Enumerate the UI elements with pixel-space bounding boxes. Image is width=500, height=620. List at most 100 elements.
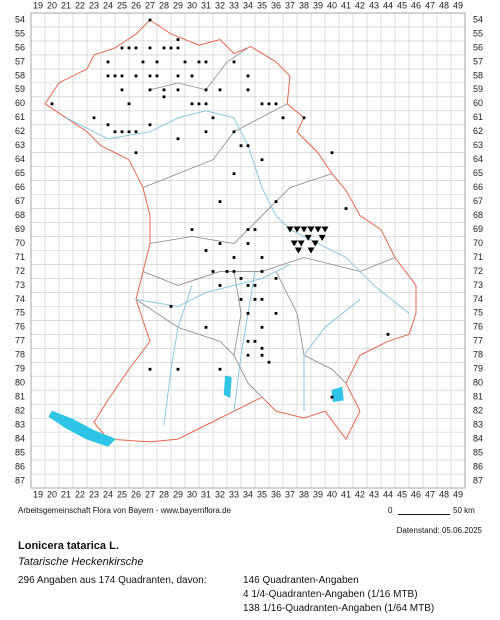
column-label: 23 [89, 489, 99, 499]
occurrence [239, 277, 243, 280]
row-label: 79 [15, 364, 25, 374]
row-label: 63 [15, 140, 25, 150]
stats-line: 146 Quadranten-Angaben [243, 575, 359, 586]
row-label: 76 [473, 322, 483, 332]
occurrence [120, 74, 124, 78]
occurrence [246, 339, 250, 343]
column-label: 47 [425, 489, 435, 499]
column-label: 20 [47, 0, 57, 10]
occurrence [169, 304, 173, 308]
row-label: 77 [15, 336, 25, 346]
lake [48, 410, 116, 447]
occurrence [127, 102, 131, 106]
column-label: 33 [229, 0, 239, 10]
column-label: 46 [411, 489, 421, 499]
column-label: 25 [117, 0, 127, 10]
row-label: 55 [473, 28, 483, 38]
occurrence [141, 60, 145, 64]
occurrence [183, 60, 187, 64]
occurrence [148, 46, 152, 50]
row-label: 57 [15, 56, 25, 66]
occurrence [204, 60, 208, 64]
occurrence-quarter [297, 240, 305, 247]
row-label: 61 [15, 112, 25, 122]
column-label: 39 [313, 489, 323, 499]
row-label: 78 [473, 350, 483, 360]
column-label: 45 [397, 489, 407, 499]
row-label: 73 [15, 280, 25, 290]
row-label: 81 [473, 392, 483, 402]
occurrence [169, 46, 173, 50]
occurrence [211, 270, 215, 273]
occurrence [330, 395, 334, 399]
row-label: 87 [15, 475, 25, 485]
column-label: 35 [257, 489, 267, 499]
row-label: 75 [15, 308, 25, 318]
occurrence [134, 74, 138, 78]
row-label: 74 [473, 294, 483, 304]
row-label: 84 [15, 433, 25, 443]
occurrence [274, 277, 278, 280]
occurrence-quarter [307, 226, 315, 233]
occurrence [274, 311, 278, 315]
column-label: 32 [215, 489, 225, 499]
column-label: 30 [187, 489, 197, 499]
column-label: 29 [173, 489, 183, 499]
row-label: 56 [473, 42, 483, 52]
occurrence [162, 46, 166, 50]
occurrence [127, 46, 131, 50]
occurrence-quarter [293, 226, 301, 233]
column-label: 48 [439, 489, 449, 499]
stats-line: 138 1/16-Quadranten-Angaben (1/64 MTB) [243, 603, 435, 614]
row-label: 70 [473, 238, 483, 248]
occurrence [162, 88, 166, 92]
occurrence [239, 144, 243, 148]
occurrence [260, 158, 264, 162]
scale-start: 0 [388, 506, 393, 515]
occurrence [190, 102, 194, 106]
row-label: 69 [15, 224, 25, 234]
scale-bar [398, 514, 450, 515]
column-label: 27 [145, 0, 155, 10]
lake [331, 386, 344, 402]
occurrence [113, 74, 117, 78]
row-label: 80 [473, 378, 483, 388]
column-label: 46 [411, 0, 421, 10]
column-label: 28 [159, 489, 169, 499]
occurrence [302, 116, 306, 120]
distribution-map: 19 19 20 20 21 21 22 22 23 23 24 24 25 25 26 26 27 27 28 28… [15, 0, 483, 499]
occurrence [232, 270, 236, 273]
row-label: 57 [473, 56, 483, 66]
occurrence [253, 339, 257, 343]
row-label: 69 [473, 224, 483, 234]
occurrence [204, 325, 208, 329]
occurrence [218, 284, 222, 287]
row-label: 64 [473, 154, 483, 164]
column-label: 26 [131, 0, 141, 10]
occurrence [120, 46, 124, 50]
state-border [44, 19, 417, 443]
column-label: 30 [187, 0, 197, 10]
row-label: 59 [473, 84, 483, 94]
row-label: 76 [15, 322, 25, 332]
occurrence [218, 88, 222, 92]
column-label: 34 [243, 489, 253, 499]
column-label: 44 [383, 489, 393, 499]
column-label: 40 [327, 489, 337, 499]
column-label: 19 [33, 0, 43, 10]
row-label: 66 [15, 182, 25, 192]
data-date: Datenstand: 05.06.2025 [396, 526, 482, 535]
row-label: 65 [473, 168, 483, 178]
occurrence [204, 102, 208, 106]
column-label: 40 [327, 0, 337, 10]
occurrence [134, 151, 138, 155]
column-label: 49 [453, 489, 463, 499]
occurrence [190, 74, 194, 78]
occurrence [50, 102, 54, 106]
column-label: 38 [299, 0, 309, 10]
species-name: Lonicera tatarica L. [18, 540, 119, 552]
occurrence [148, 88, 152, 92]
occurrence [246, 311, 250, 315]
scale-end: 50 km [453, 506, 475, 515]
column-label: 28 [159, 0, 169, 10]
